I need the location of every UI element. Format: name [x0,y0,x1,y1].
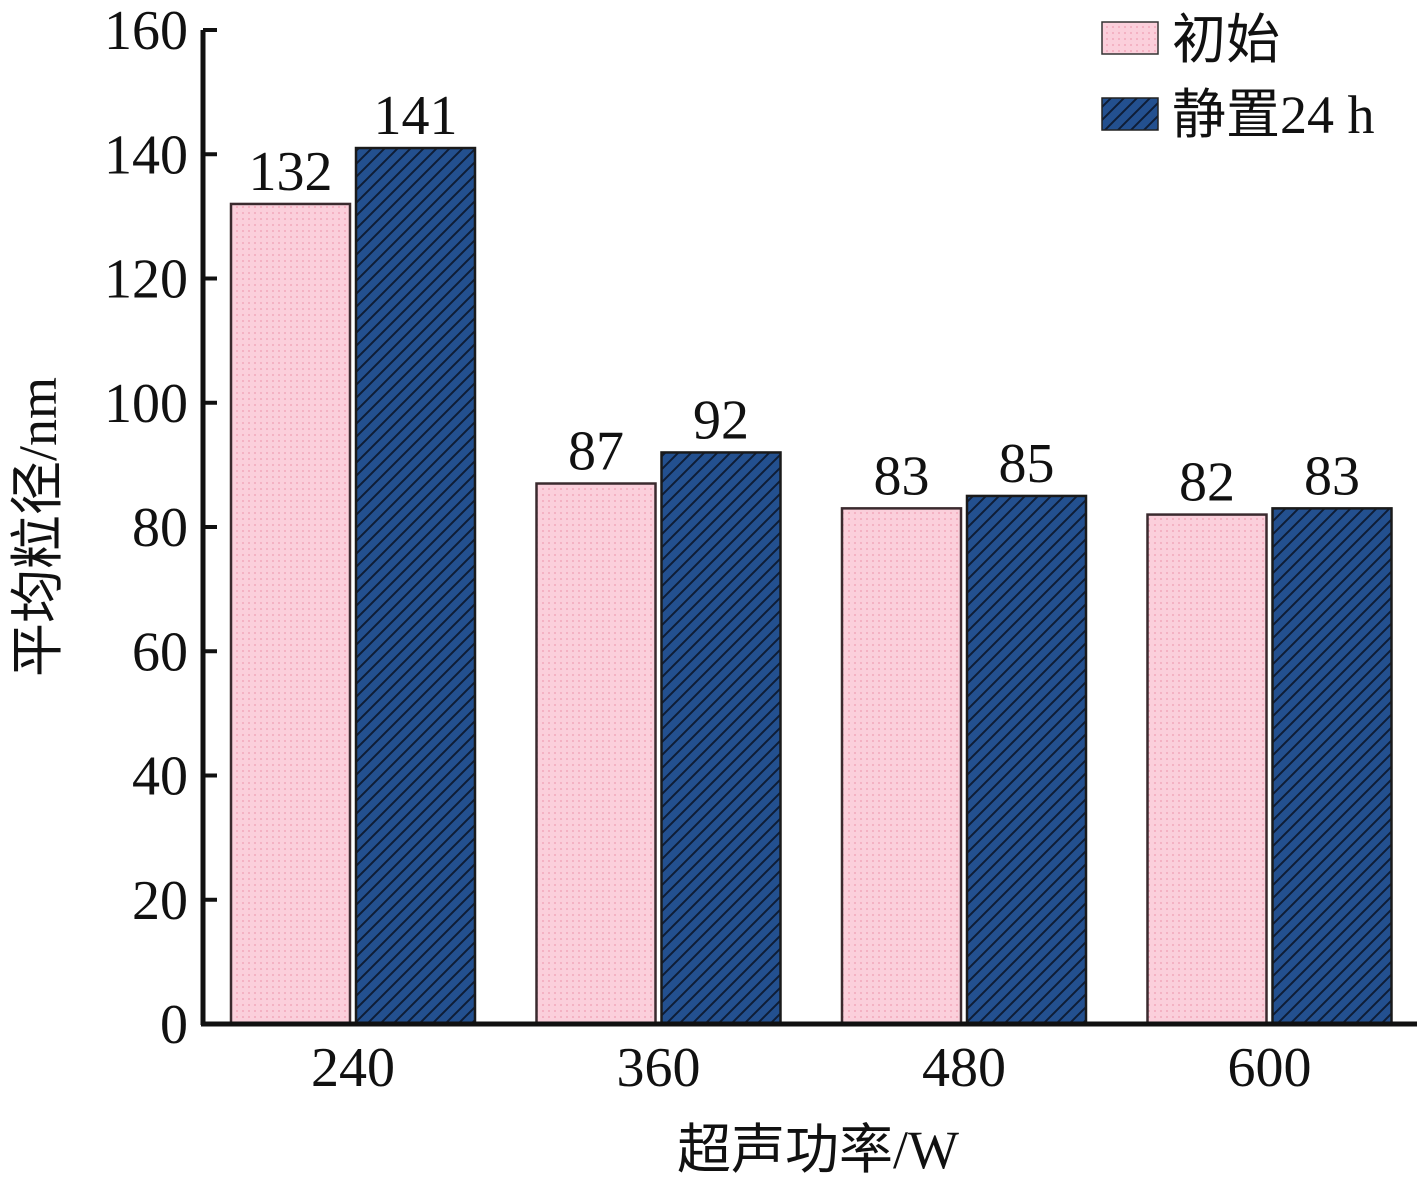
bar-24h-240 [354,146,477,1026]
legend-label-initial: 初始 [1172,10,1280,70]
bar-initial-480 [840,507,963,1026]
bar-initial-360 [535,482,657,1026]
bar-24h-360 [660,451,782,1026]
data-label-initial-360: 87 [568,421,624,483]
data-label-24h-480: 85 [999,433,1055,495]
legend-label-24h: 静置24 h [1172,85,1375,145]
y-tick-label-160: 160 [104,0,188,62]
legend-swatch-24h [1101,97,1159,131]
bar-initial-600 [1146,513,1268,1026]
y-tick-label-80: 80 [132,497,188,559]
y-tick-label-120: 120 [104,249,188,311]
y-axis: 0 20 40 60 80 100 120 140 160 [104,0,217,1056]
x-ticks: 240 360 480 600 [311,1037,1312,1099]
data-label-24h-600: 83 [1304,445,1360,507]
y-tick-label-60: 60 [132,621,188,683]
y-tick-label-20: 20 [132,870,188,932]
bar-initial-240 [229,202,352,1026]
data-label-24h-360: 92 [693,389,749,451]
y-tick-label-40: 40 [132,746,188,808]
data-label-initial-240: 132 [249,141,333,203]
data-labels-layer: 132 141 87 92 83 85 82 83 [249,85,1361,514]
x-tick-label-600: 600 [1228,1037,1312,1099]
bars-layer [229,146,1393,1026]
x-tick-label-240: 240 [311,1037,395,1099]
data-label-initial-480: 83 [874,445,930,507]
legend: 初始 静置24 h [1101,10,1375,145]
y-tick-label-100: 100 [104,373,188,435]
y-ticks: 0 20 40 60 80 100 120 140 160 [104,0,217,1056]
y-tick-label-0: 0 [160,994,188,1056]
y-tick-label-140: 140 [104,124,188,186]
x-tick-label-480: 480 [922,1037,1006,1099]
x-axis: 240 360 480 600 [201,1021,1417,1099]
data-label-24h-240: 141 [374,85,458,147]
legend-swatch-initial [1101,21,1159,55]
data-label-initial-600: 82 [1179,452,1235,514]
bar-24h-480 [965,494,1088,1026]
bar-24h-600 [1271,507,1393,1026]
x-tick-label-360: 360 [617,1037,701,1099]
y-axis-title: 平均粒径/nm [8,377,68,677]
x-axis-title: 超声功率/W [677,1120,959,1180]
